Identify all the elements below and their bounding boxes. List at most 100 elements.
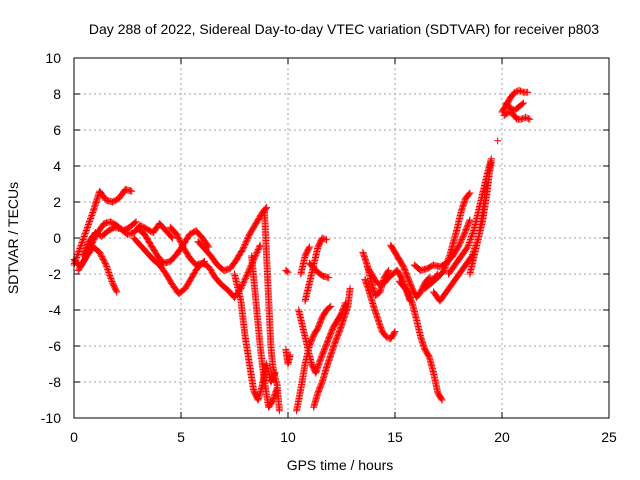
data-points	[70, 86, 534, 415]
data-point	[204, 242, 212, 250]
data-point	[263, 203, 271, 211]
data-point	[323, 236, 330, 244]
data-point	[437, 395, 445, 403]
data-point	[517, 87, 524, 95]
y-tick-label: 8	[53, 86, 61, 102]
data-point	[243, 236, 251, 244]
data-point	[327, 302, 335, 310]
y-tick-label: -4	[49, 302, 62, 318]
data-point	[107, 275, 115, 282]
data-point	[80, 234, 88, 242]
y-tick-label: 6	[53, 122, 61, 138]
x-tick-label: 25	[601, 429, 617, 445]
data-point	[457, 238, 464, 246]
data-point	[83, 242, 91, 250]
data-point	[87, 213, 95, 221]
data-point	[76, 243, 84, 251]
data-point	[82, 243, 90, 251]
data-point	[240, 243, 248, 251]
data-point	[81, 230, 89, 237]
data-point	[305, 243, 313, 251]
y-tick-label: -2	[49, 266, 62, 282]
data-point	[460, 230, 468, 238]
y-tick-label: 0	[53, 230, 61, 246]
x-tick-label: 5	[177, 429, 185, 445]
data-point	[438, 396, 446, 404]
data-point	[239, 245, 247, 253]
data-point	[253, 248, 261, 256]
data-point	[128, 187, 136, 195]
data-point	[243, 270, 251, 278]
data-point	[515, 86, 523, 94]
data-point	[443, 257, 451, 265]
data-point	[466, 216, 474, 224]
data-point	[103, 263, 111, 270]
data-point	[283, 267, 291, 275]
data-point	[286, 351, 294, 359]
data-point	[456, 240, 464, 248]
chart-title: Day 288 of 2022, Sidereal Day-to-day VTE…	[89, 21, 599, 37]
data-point	[112, 287, 120, 295]
y-tick-label: -6	[49, 338, 62, 354]
data-point	[390, 329, 398, 337]
data-point	[470, 227, 478, 234]
data-point	[241, 276, 249, 284]
x-tick-label: 15	[387, 429, 403, 445]
data-point	[385, 266, 393, 274]
data-point	[168, 234, 176, 242]
data-point	[466, 236, 474, 243]
data-point	[78, 239, 86, 246]
data-point	[376, 281, 384, 289]
x-tick-label: 0	[70, 429, 78, 445]
data-point	[113, 288, 121, 296]
y-tick-label: 2	[53, 194, 61, 210]
grid	[74, 58, 609, 418]
data-point	[325, 274, 333, 282]
data-point	[445, 253, 453, 261]
data-point	[522, 113, 529, 121]
data-point	[442, 262, 450, 270]
data-point	[321, 235, 329, 243]
data-point	[391, 328, 399, 336]
data-point	[458, 234, 466, 242]
data-point	[305, 244, 313, 252]
data-point	[104, 267, 112, 275]
data-point	[524, 88, 532, 96]
x-tick-label: 20	[494, 429, 510, 445]
data-point	[524, 115, 532, 123]
y-tick-label: 4	[53, 158, 61, 174]
data-point	[255, 244, 263, 252]
data-point	[275, 407, 283, 415]
data-point	[254, 247, 262, 255]
data-point	[459, 233, 467, 241]
data-point	[318, 234, 326, 242]
data-point	[377, 280, 385, 288]
data-point	[468, 231, 476, 239]
x-axis-label: GPS time / hours	[287, 457, 394, 473]
data-point	[132, 218, 140, 226]
y-tick-label: 10	[45, 50, 61, 66]
data-point	[519, 99, 527, 107]
data-point	[82, 245, 90, 253]
data-point	[240, 242, 248, 250]
data-point	[457, 237, 465, 245]
data-point	[494, 137, 502, 145]
data-point	[466, 189, 474, 197]
data-point	[84, 241, 92, 248]
data-point	[86, 216, 94, 224]
plot-frame	[73, 57, 610, 419]
data-point	[81, 248, 88, 256]
series-sdtvar	[70, 86, 534, 415]
data-point	[168, 233, 175, 241]
data-point	[460, 231, 468, 239]
data-point	[384, 268, 392, 276]
data-point	[244, 235, 252, 243]
data-point	[131, 219, 139, 227]
data-point	[89, 209, 97, 216]
data-point	[346, 284, 354, 292]
x-tick-labels: 0 5 10 15 20 25	[70, 429, 617, 445]
data-point	[242, 238, 250, 246]
data-point	[84, 221, 92, 228]
data-point	[440, 266, 448, 274]
